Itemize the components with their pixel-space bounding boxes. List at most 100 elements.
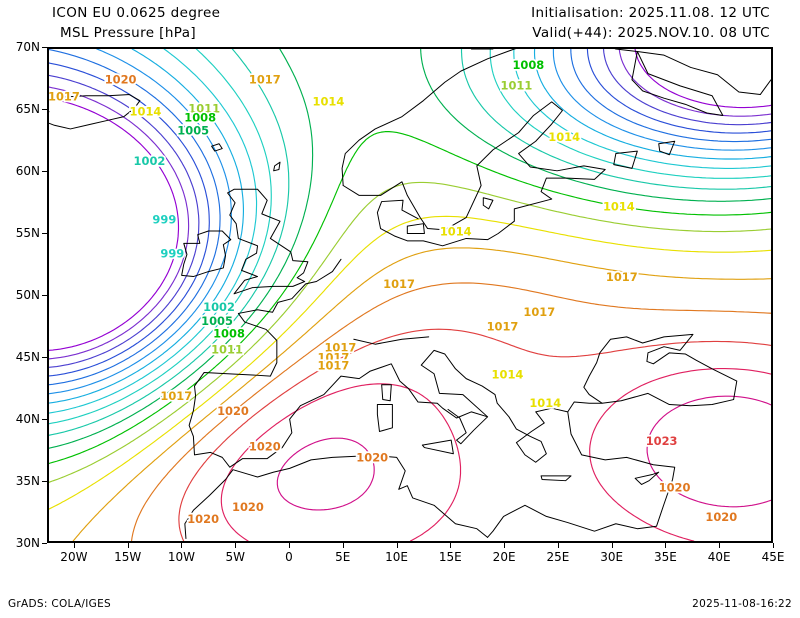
contour-label-halo: 1020 [232,500,264,514]
isobar-1017 [72,247,771,541]
contour-label-halo: 1002 [134,154,166,168]
contour-label-halo: 1014 [603,200,635,214]
contour-label: 1011 [188,101,220,115]
coastline [188,258,489,468]
contour-label-halo: 1005 [177,123,209,137]
isobar-975 [634,49,771,109]
y-axis-label: 35N [15,474,40,488]
contour-label: 1020 [249,440,281,454]
y-axis-tick [42,233,47,234]
y-axis-tick [42,171,47,172]
coastline [341,49,761,186]
contour-label: 1020 [105,73,137,87]
y-axis-label: 30N [15,536,40,550]
contour-label: 1014 [130,104,162,118]
isobar-990 [552,49,771,151]
x-axis-label: 40E [707,550,731,564]
x-axis-label: 35E [654,550,677,564]
contour-label-halo: 1014 [313,95,345,109]
y-axis-label: 55N [15,226,40,240]
x-axis-tick [611,543,613,548]
x-axis-label: 25E [546,550,570,564]
contour-label: 1008 [184,110,216,124]
contour-label: 1020 [659,480,691,494]
isobar-1023 [178,328,771,541]
contour-label: 1011 [211,343,243,357]
coastline [421,439,454,455]
contour-label: 1014 [313,95,345,109]
contour-label: 1017 [318,358,350,372]
contour-label: 1017 [318,350,350,364]
x-axis-label: 10W [167,550,196,564]
contour-label: 1008 [213,327,245,341]
contour-label-halo: 1020 [249,440,281,454]
contour-label-halo: 1014 [492,367,524,381]
coastline [406,223,425,234]
isobar-975 [49,97,180,351]
isobar-987 [49,49,221,386]
contour-label-halo: 1011 [501,79,533,93]
y-axis-tick [42,357,47,358]
contour-label-halo: 1017 [523,305,555,319]
coastline [658,140,676,156]
contour-label-halo: 1017 [318,350,350,364]
isobar-1002 [49,49,290,436]
x-axis-label: 5E [335,550,351,564]
contour-label: 1020 [187,512,219,526]
x-axis-label: 10E [385,550,408,564]
contour-label: 1017 [523,305,555,319]
contour-label-halo: 1020 [105,73,137,87]
x-axis-tick [504,543,506,548]
contour-label: 1014 [529,396,561,410]
isobar-981 [49,74,200,368]
contour-label-halo: 1020 [659,480,691,494]
y-axis-tick [42,109,47,110]
x-axis-tick [396,543,398,548]
coastline [631,50,724,116]
isobar-1029 [646,395,771,508]
isobar-984 [49,62,210,377]
contour-label: 1002 [134,154,166,168]
isobar-984 [586,49,771,134]
isobar-1029 [276,437,375,511]
contour-label-halo: 999 [160,246,184,260]
x-axis-label: 20E [492,550,516,564]
coastline [482,197,494,210]
isobar-1026 [589,368,771,541]
contour-label: 1020 [705,510,737,524]
contour-label: 1014 [548,130,580,144]
coastline [540,475,572,482]
coastline [211,143,223,152]
contour-label: 1005 [177,123,209,137]
contour-label-halo: 1017 [383,277,415,291]
y-axis-tick [42,47,47,48]
isobar-layer [49,49,771,541]
x-axis-tick [342,543,344,548]
x-axis-tick [665,543,667,548]
x-axis-tick [773,543,774,548]
contour-label-halo: 1008 [213,327,245,341]
coastline [420,349,735,463]
isobar-1014 [49,215,771,510]
coastline [381,384,392,402]
contour-label-halo: 1020 [705,510,737,524]
contour-label-halo: 1014 [548,130,580,144]
contour-label: 999 [152,213,176,227]
contour-label-halo: 1017 [318,358,350,372]
contour-label-halo: 1017 [487,320,519,334]
coastline [487,411,676,538]
y-axis-label: 65N [15,102,40,116]
contour-label: 1017 [606,270,638,284]
x-axis-label: 5W [225,550,245,564]
x-axis-tick [557,543,559,548]
field-title: MSL Pressure [hPa] [60,25,197,41]
y-axis-tick [42,295,47,296]
contour-label-halo: 1023 [646,434,678,448]
contour-label-halo: 999 [152,213,176,227]
contour-label: 1017 [160,389,192,403]
initialisation-time: Initialisation: 2025.11.08. 12 UTC [531,5,770,21]
x-axis-label: 30E [600,550,624,564]
coastline [227,188,309,295]
contour-label-halo: 1011 [211,343,243,357]
contour-label-halo: 1008 [512,58,544,72]
